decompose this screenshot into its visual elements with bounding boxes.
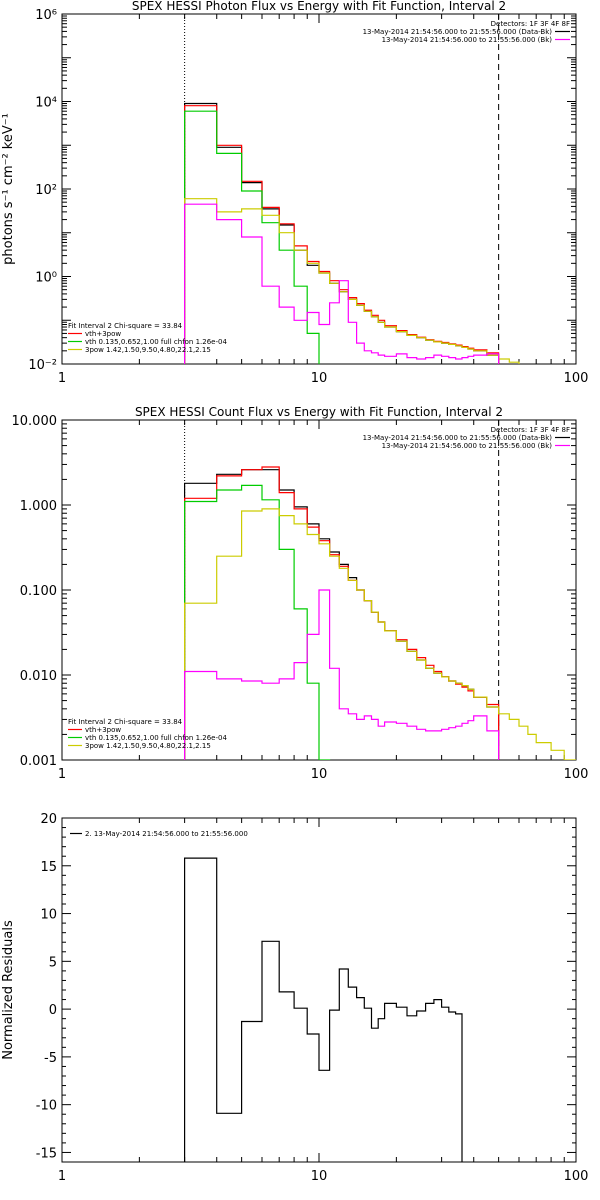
y-tick-label: 10⁻² (28, 358, 57, 373)
legend-label: 13-May-2014 21:54:56.000 to 21:55:56.000… (382, 442, 553, 450)
legend-label: 13-May-2014 21:54:56.000 to 21:55:56.000… (382, 36, 553, 44)
x-tick-label: 10 (311, 767, 328, 782)
legend-header: Detectors: 1F 3F 4F 8F (491, 426, 570, 434)
series-line (184, 198, 520, 364)
y-tick-label: 10.000 (12, 414, 58, 429)
y-tick-label: 10² (35, 183, 57, 198)
y-tick-label: -5 (44, 1051, 57, 1066)
legend-label: vth 0.135,0.652,1.00 full chfon 1.26e-04 (85, 734, 227, 742)
legend-label: 3pow 1.42,1.50,9.50,4.80,22.1,2.15 (85, 742, 211, 750)
y-tick-label: 10⁴ (35, 96, 57, 111)
legend-label: 13-May-2014 21:54:56.000 to 21:55:56.000… (363, 434, 553, 442)
legend-label: 2. 13-May-2014 21:54:56.000 to 21:55:56.… (85, 830, 248, 838)
legend-header: Detectors: 1F 3F 4F 8F (491, 20, 570, 28)
legend-label: 3pow 1.42,1.50,9.50,4.80,22.1,2.15 (85, 346, 211, 354)
y-tick-label: 0.001 (20, 754, 57, 769)
x-tick-label: 100 (564, 767, 589, 782)
residuals-panel: 1 10 100 -15 -10 -5 0 5 10 15 20 Normalized Residua… (1, 812, 589, 1184)
y-tick-label: 0.100 (20, 584, 57, 599)
x-tick-label: 10 (311, 371, 328, 386)
chart-title: SPEX HESSI Count Flux vs Energy with Fit… (135, 405, 503, 419)
y-tick-label: 0.010 (20, 669, 57, 684)
series-line (184, 466, 500, 760)
y-tick-label: 15 (40, 860, 57, 875)
series-line (184, 857, 463, 1162)
legend-label: 13-May-2014 21:54:56.000 to 21:55:56.000… (363, 28, 553, 36)
series-line (184, 469, 500, 760)
series-line (184, 508, 576, 760)
y-tick-label: -10 (36, 1099, 57, 1114)
x-tick-label: 100 (564, 371, 589, 386)
photon-flux-panel: 1 10 100 10⁻² 10⁰ 10² 10⁴ 10⁶ SPEX HESSI Photon … (1, 0, 589, 386)
legend-label: vth+3pow (85, 330, 121, 338)
series-line (184, 589, 500, 760)
y-tick-label: 10 (40, 908, 57, 923)
legend-label: vth 0.135,0.652,1.00 full chfon 1.26e-04 (85, 338, 227, 346)
y-tick-label: 5 (49, 955, 57, 970)
x-tick-label: 10 (311, 1169, 328, 1184)
y-tick-label: 1.000 (20, 499, 57, 514)
x-tick-label: 1 (58, 767, 66, 782)
series-line (184, 110, 320, 364)
x-tick-label: 100 (564, 1169, 589, 1184)
x-tick-label: 1 (58, 371, 66, 386)
count-flux-panel: 1 10 100 0.001 0.010 0.100 1.000 10.000 SPEX HES… (12, 405, 589, 782)
y-axis-label: Normalized Residuals (1, 920, 16, 1060)
legend-header: Fit Interval 2 Chi-square = 33.84 (68, 322, 183, 330)
series-line (184, 203, 500, 364)
y-tick-label: 10⁶ (35, 8, 57, 23)
y-tick-label: 20 (40, 812, 57, 827)
y-axis-label: photons s⁻¹ cm⁻² keV⁻¹ (1, 113, 16, 265)
y-tick-label: -15 (36, 1146, 57, 1161)
y-tick-label: 0 (49, 1003, 57, 1018)
plot-frame (61, 817, 577, 1163)
legend-header: Fit Interval 2 Chi-square = 33.84 (68, 718, 183, 726)
legend-label: vth+3pow (85, 726, 121, 734)
y-tick-label: 10⁰ (35, 271, 57, 286)
series-line (184, 484, 331, 760)
chart-title: SPEX HESSI Photon Flux vs Energy with Fi… (132, 0, 506, 13)
x-tick-label: 1 (58, 1169, 66, 1184)
